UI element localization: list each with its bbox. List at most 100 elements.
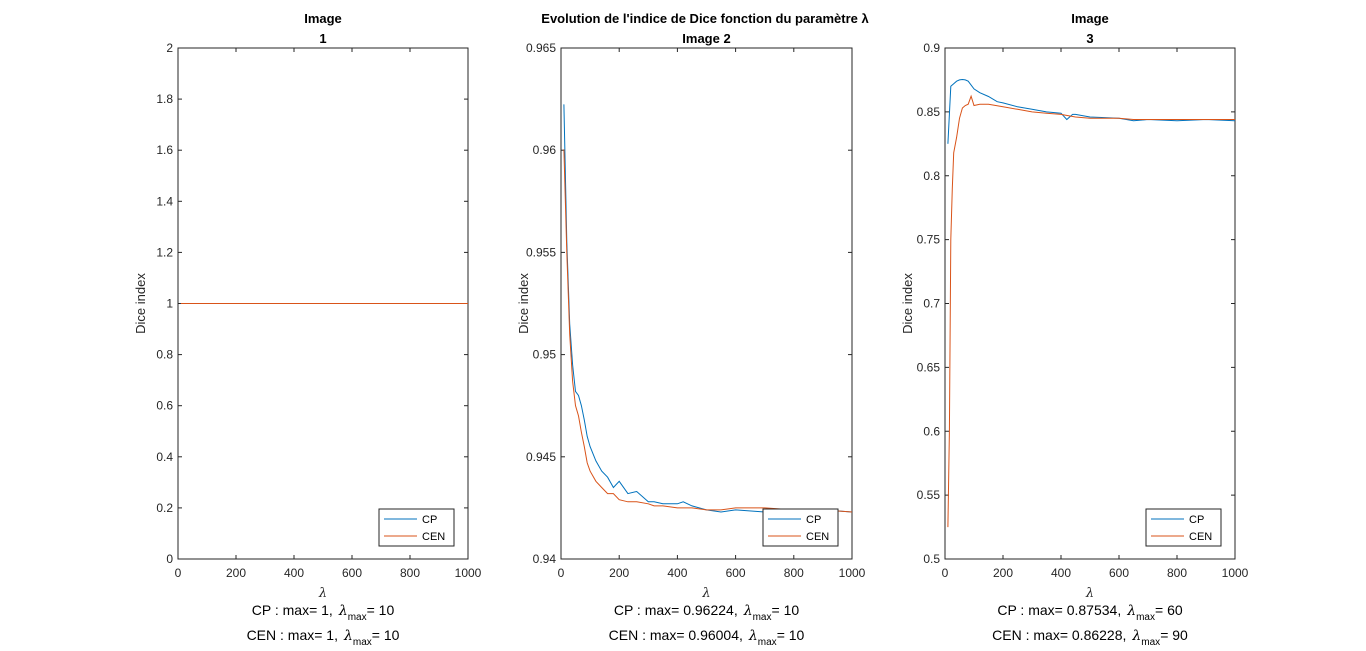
y-tick-label: 0.4 (156, 450, 173, 464)
legend-label-cen: CEN (1189, 531, 1212, 543)
note-prefix: CEN : max= 0.96004, (609, 627, 743, 643)
x-axis-label: λ (1085, 586, 1094, 601)
x-tick-label: 1000 (839, 566, 866, 580)
note-equals: = (1160, 627, 1172, 643)
max-note-cen: CEN : max= 0.96004, λmax= 10 (609, 627, 805, 648)
x-tick-label: 0 (558, 566, 565, 580)
note-lambda-max-value: 10 (384, 627, 400, 643)
y-tick-label: 2 (166, 41, 173, 55)
x-axis-label: λ (318, 586, 327, 601)
note-lambda: λ (338, 603, 348, 619)
y-tick-label: 0.55 (917, 488, 941, 502)
y-tick-label: 1.2 (156, 245, 173, 259)
subplot-title-line: Image 2 (682, 31, 730, 46)
note-lambda: λ (1131, 628, 1141, 644)
y-tick-label: 0.85 (917, 105, 941, 119)
x-axis-label: λ (701, 586, 710, 601)
x-tick-label: 200 (993, 566, 1013, 580)
legend: CP CEN (378, 508, 455, 547)
x-tick-label: 400 (667, 566, 687, 580)
x-tick-label: 400 (1051, 566, 1071, 580)
y-tick-label: 0.75 (917, 233, 941, 247)
note-prefix: CP : max= 0.96224, (614, 602, 738, 618)
max-note-cen: CEN : max= 0.86228, λmax= 90 (992, 627, 1188, 648)
note-equals: = (1155, 602, 1167, 618)
legend-box (378, 508, 455, 547)
subplot-3: Image 3 0 200 400 600 800 1000 0.5 0.55 0.6 0.65 0.7… (900, 11, 1249, 648)
y-tick-label: 1.8 (156, 92, 173, 106)
note-prefix: CEN : max= 0.86228, (992, 627, 1126, 643)
y-tick-label: 1.6 (156, 143, 173, 157)
legend-label-cen: CEN (806, 531, 829, 543)
note-lambda-max-value: 60 (1167, 602, 1183, 618)
y-tick-label: 0.6 (923, 424, 940, 438)
legend-label-cp: CP (422, 514, 437, 526)
x-tick-label: 0 (175, 566, 182, 580)
x-tick-label: 600 (726, 566, 746, 580)
y-tick-label: 0.8 (923, 169, 940, 183)
y-tick-label: 0.9 (923, 41, 940, 55)
legend-label-cen: CEN (422, 531, 445, 543)
subplot-title-line: 3 (1086, 31, 1093, 46)
series-line-cen (947, 94, 1235, 528)
note-lambda-max-value: 10 (379, 602, 395, 618)
plot-area (560, 47, 853, 560)
y-tick-label: 0.965 (526, 41, 556, 55)
x-tick-label: 600 (1109, 566, 1129, 580)
max-note-cp: CP : max= 0.96224, λmax= 10 (614, 602, 800, 623)
legend: CP CEN (762, 508, 839, 547)
x-tick-label: 200 (609, 566, 629, 580)
y-axis-label: Dice index (133, 273, 148, 334)
x-tick-label: 800 (1167, 566, 1187, 580)
x-tick-label: 800 (400, 566, 420, 580)
x-tick-label: 600 (342, 566, 362, 580)
note-lambda-sub: max (348, 612, 367, 623)
series-line-cp (947, 78, 1235, 144)
legend-box (1145, 508, 1222, 547)
y-tick-label: 0.7 (923, 297, 940, 311)
y-tick-label: 0.95 (533, 348, 557, 362)
legend-box (762, 508, 839, 547)
note-lambda-sub: max (758, 637, 777, 648)
legend: CP CEN (1145, 508, 1222, 547)
note-equals: = (772, 602, 784, 618)
y-tick-label: 0.8 (156, 348, 173, 362)
x-tick-label: 0 (942, 566, 949, 580)
max-note-cp: CP : max= 1, λmax= 10 (252, 602, 395, 623)
legend-label-cp: CP (806, 514, 821, 526)
figure-suptitle: Evolution de l'indice de Dice fonction d… (541, 11, 869, 26)
y-axis-label: Dice index (900, 273, 915, 334)
y-tick-label: 0.94 (533, 552, 557, 566)
note-lambda: λ (748, 628, 758, 644)
note-lambda-max-value: 90 (1172, 627, 1188, 643)
note-lambda-max-value: 10 (784, 602, 800, 618)
series-line-cen (563, 149, 852, 513)
y-tick-label: 0 (166, 552, 173, 566)
x-tick-label: 1000 (455, 566, 482, 580)
x-tick-label: 800 (784, 566, 804, 580)
note-prefix: CP : max= 1, (252, 602, 333, 618)
y-tick-label: 1.4 (156, 194, 173, 208)
note-lambda-sub: max (1136, 612, 1155, 623)
note-equals: = (777, 627, 789, 643)
note-lambda-sub: max (753, 612, 772, 623)
plot-area (944, 47, 1236, 560)
y-tick-label: 0.2 (156, 501, 173, 515)
note-lambda-sub: max (1141, 637, 1160, 648)
note-equals: = (367, 602, 379, 618)
note-prefix: CP : max= 0.87534, (997, 602, 1121, 618)
subplot-title-line: 1 (319, 31, 326, 46)
x-tick-label: 1000 (1222, 566, 1249, 580)
note-lambda-sub: max (353, 637, 372, 648)
x-tick-label: 200 (226, 566, 246, 580)
note-lambda: λ (743, 603, 753, 619)
y-tick-label: 1 (166, 297, 173, 311)
y-tick-label: 0.945 (526, 450, 556, 464)
note-lambda: λ (1126, 603, 1136, 619)
y-axis-label: Dice index (516, 273, 531, 334)
note-prefix: CEN : max= 1, (247, 627, 338, 643)
y-tick-label: 0.955 (526, 245, 556, 259)
subplot-2: Image 2 0 200 400 600 800 1000 0.94 0.945 0.95 0.9… (516, 31, 866, 648)
